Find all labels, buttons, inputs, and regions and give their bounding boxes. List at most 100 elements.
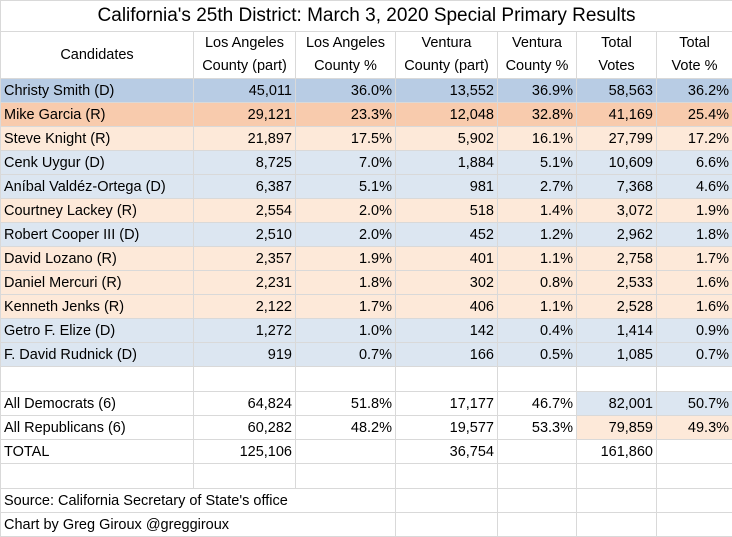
vc-pct-cell: 36.9%	[498, 79, 577, 103]
total-pct-cell: 4.6%	[657, 175, 732, 199]
header-line: Vote %	[660, 55, 729, 78]
header-line: County %	[299, 55, 392, 78]
la-pct-cell: 48.2%	[296, 416, 396, 440]
vc-votes-cell: 452	[396, 223, 498, 247]
la-pct-cell: 17.5%	[296, 127, 396, 151]
vc-votes-cell: 19,577	[396, 416, 498, 440]
vc-votes-cell: 17,177	[396, 392, 498, 416]
candidate-name: Mike Garcia (R)	[1, 103, 194, 127]
vc-pct-cell: 1.1%	[498, 247, 577, 271]
total-votes-cell: 7,368	[577, 175, 657, 199]
la-votes-cell: 45,011	[194, 79, 296, 103]
header-line: Ventura	[501, 32, 573, 55]
vc-pct-cell: 46.7%	[498, 392, 577, 416]
total-pct-cell: 1.6%	[657, 295, 732, 319]
la-pct-cell: 1.9%	[296, 247, 396, 271]
header-line: Los Angeles	[197, 32, 292, 55]
header-line: Ventura	[399, 32, 494, 55]
table-title: California's 25th District: March 3, 202…	[1, 1, 732, 32]
candidate-name: Robert Cooper III (D)	[1, 223, 194, 247]
la-votes-cell: 125,106	[194, 440, 296, 464]
la-votes-cell: 1,272	[194, 319, 296, 343]
la-pct-cell: 36.0%	[296, 79, 396, 103]
total-pct-cell: 36.2%	[657, 79, 732, 103]
vc-votes-cell: 518	[396, 199, 498, 223]
la-pct-cell: 2.0%	[296, 223, 396, 247]
vc-votes-cell: 166	[396, 343, 498, 367]
total-votes-cell: 41,169	[577, 103, 657, 127]
vc-votes-cell: 5,902	[396, 127, 498, 151]
la-votes-cell: 2,357	[194, 247, 296, 271]
la-pct-cell: 5.1%	[296, 175, 396, 199]
la-votes-cell: 60,282	[194, 416, 296, 440]
candidate-name: Steve Knight (R)	[1, 127, 194, 151]
la-pct-cell: 7.0%	[296, 151, 396, 175]
total-pct-cell: 1.9%	[657, 199, 732, 223]
la-votes-cell: 2,122	[194, 295, 296, 319]
total-pct-cell: 49.3%	[657, 416, 732, 440]
la-votes-cell: 2,554	[194, 199, 296, 223]
vc-votes-cell: 1,884	[396, 151, 498, 175]
candidate-name: David Lozano (R)	[1, 247, 194, 271]
candidate-name: Aníbal Valdéz-Ortega (D)	[1, 175, 194, 199]
la-pct-cell: 23.3%	[296, 103, 396, 127]
header-line: Votes	[580, 55, 653, 78]
vc-votes-cell: 401	[396, 247, 498, 271]
vc-pct-cell: 32.8%	[498, 103, 577, 127]
total-votes-cell: 2,758	[577, 247, 657, 271]
vc-pct-cell: 5.1%	[498, 151, 577, 175]
vc-pct-cell: 1.1%	[498, 295, 577, 319]
summary-label: TOTAL	[1, 440, 194, 464]
spacer-row	[1, 464, 732, 489]
total-votes-cell: 27,799	[577, 127, 657, 151]
vc-votes-cell: 12,048	[396, 103, 498, 127]
vc-votes-cell: 142	[396, 319, 498, 343]
total-pct-cell: 17.2%	[657, 127, 732, 151]
total-pct-cell: 6.6%	[657, 151, 732, 175]
la-votes-cell: 2,510	[194, 223, 296, 247]
total-pct-cell	[657, 440, 732, 464]
la-votes-cell: 21,897	[194, 127, 296, 151]
candidate-name: F. David Rudnick (D)	[1, 343, 194, 367]
total-pct-cell: 25.4%	[657, 103, 732, 127]
total-pct-cell: 0.9%	[657, 319, 732, 343]
credit-row: Chart by Greg Giroux @greggiroux	[1, 513, 732, 537]
total-votes-cell: 161,860	[577, 440, 657, 464]
total-votes-cell: 58,563	[577, 79, 657, 103]
la-votes-cell: 29,121	[194, 103, 296, 127]
header-line: Total	[660, 32, 729, 55]
candidate-name: Courtney Lackey (R)	[1, 199, 194, 223]
credit-note: Chart by Greg Giroux @greggiroux	[1, 513, 396, 537]
la-pct-cell: 0.7%	[296, 343, 396, 367]
title-row: California's 25th District: March 3, 202…	[1, 1, 732, 32]
vc-pct-cell: 1.4%	[498, 199, 577, 223]
source-note: Source: California Secretary of State's …	[1, 489, 396, 513]
total-pct-cell: 1.8%	[657, 223, 732, 247]
header-line: Candidates	[4, 44, 190, 67]
total-votes-cell: 10,609	[577, 151, 657, 175]
footer-rows: Source: California Secretary of State's …	[1, 464, 732, 537]
total-pct-cell: 1.6%	[657, 271, 732, 295]
vc-votes-cell: 406	[396, 295, 498, 319]
vc-pct-cell: 2.7%	[498, 175, 577, 199]
vc-votes-cell: 302	[396, 271, 498, 295]
la-pct-cell	[296, 440, 396, 464]
vc-votes-cell: 36,754	[396, 440, 498, 464]
la-votes-cell: 8,725	[194, 151, 296, 175]
total-votes-cell: 3,072	[577, 199, 657, 223]
header-line: County (part)	[399, 55, 494, 78]
